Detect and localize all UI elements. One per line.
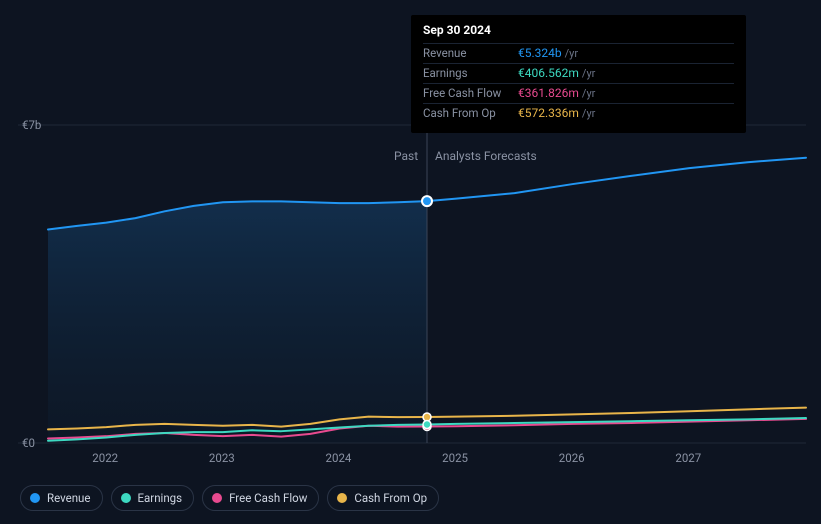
legend-dot-icon <box>30 493 40 503</box>
tooltip-metric-value: €5.324b <box>518 44 562 62</box>
y-axis-label: €0 <box>22 436 35 450</box>
legend-label: Revenue <box>47 491 91 505</box>
x-axis-label: 2022 <box>92 451 118 465</box>
x-axis-label: 2027 <box>675 451 701 465</box>
legend-dot-icon <box>337 493 347 503</box>
tooltip-metric-label: Cash From Op <box>423 104 518 122</box>
tooltip-metric-value: €361.826m <box>518 84 579 102</box>
x-axis-label: 2026 <box>559 451 585 465</box>
tooltip-metric-unit: /yr <box>565 45 578 63</box>
legend-item-earnings[interactable]: Earnings <box>111 485 195 511</box>
tooltip-metric-label: Free Cash Flow <box>423 84 518 102</box>
legend-item-free-cash-flow[interactable]: Free Cash Flow <box>202 485 319 511</box>
legend-dot-icon <box>212 493 222 503</box>
y-axis-label: €7b <box>22 118 41 132</box>
financial-forecast-chart[interactable]: Sep 30 2024 Revenue€5.324b/yrEarnings€40… <box>0 0 821 524</box>
forecast-section-label: Analysts Forecasts <box>435 149 537 163</box>
x-axis-label: 2025 <box>442 451 468 465</box>
x-axis-label: 2024 <box>326 451 352 465</box>
tooltip-row: Revenue€5.324b/yr <box>423 43 734 63</box>
tooltip-metric-unit: /yr <box>582 65 595 83</box>
legend: Revenue Earnings Free Cash Flow Cash From O… <box>20 485 439 511</box>
legend-item-revenue[interactable]: Revenue <box>20 485 103 511</box>
tooltip-metric-value: €572.336m <box>518 104 579 122</box>
legend-item-cash-from-op[interactable]: Cash From Op <box>327 485 439 511</box>
tooltip-row: Earnings€406.562m/yr <box>423 63 734 83</box>
tooltip-metric-unit: /yr <box>582 105 595 123</box>
tooltip-date: Sep 30 2024 <box>423 23 734 37</box>
tooltip-metric-value: €406.562m <box>518 64 579 82</box>
tooltip-row: Cash From Op€572.336m/yr <box>423 103 734 123</box>
legend-label: Earnings <box>138 491 183 505</box>
data-tooltip: Sep 30 2024 Revenue€5.324b/yrEarnings€40… <box>411 15 746 133</box>
tooltip-metric-unit: /yr <box>582 85 595 103</box>
tooltip-metric-label: Revenue <box>423 44 518 62</box>
tooltip-metric-label: Earnings <box>423 64 518 82</box>
past-section-label: Past <box>394 149 418 163</box>
x-axis-label: 2023 <box>209 451 235 465</box>
tooltip-row: Free Cash Flow€361.826m/yr <box>423 83 734 103</box>
legend-label: Free Cash Flow <box>229 491 307 505</box>
legend-label: Cash From Op <box>354 491 427 505</box>
legend-dot-icon <box>121 493 131 503</box>
